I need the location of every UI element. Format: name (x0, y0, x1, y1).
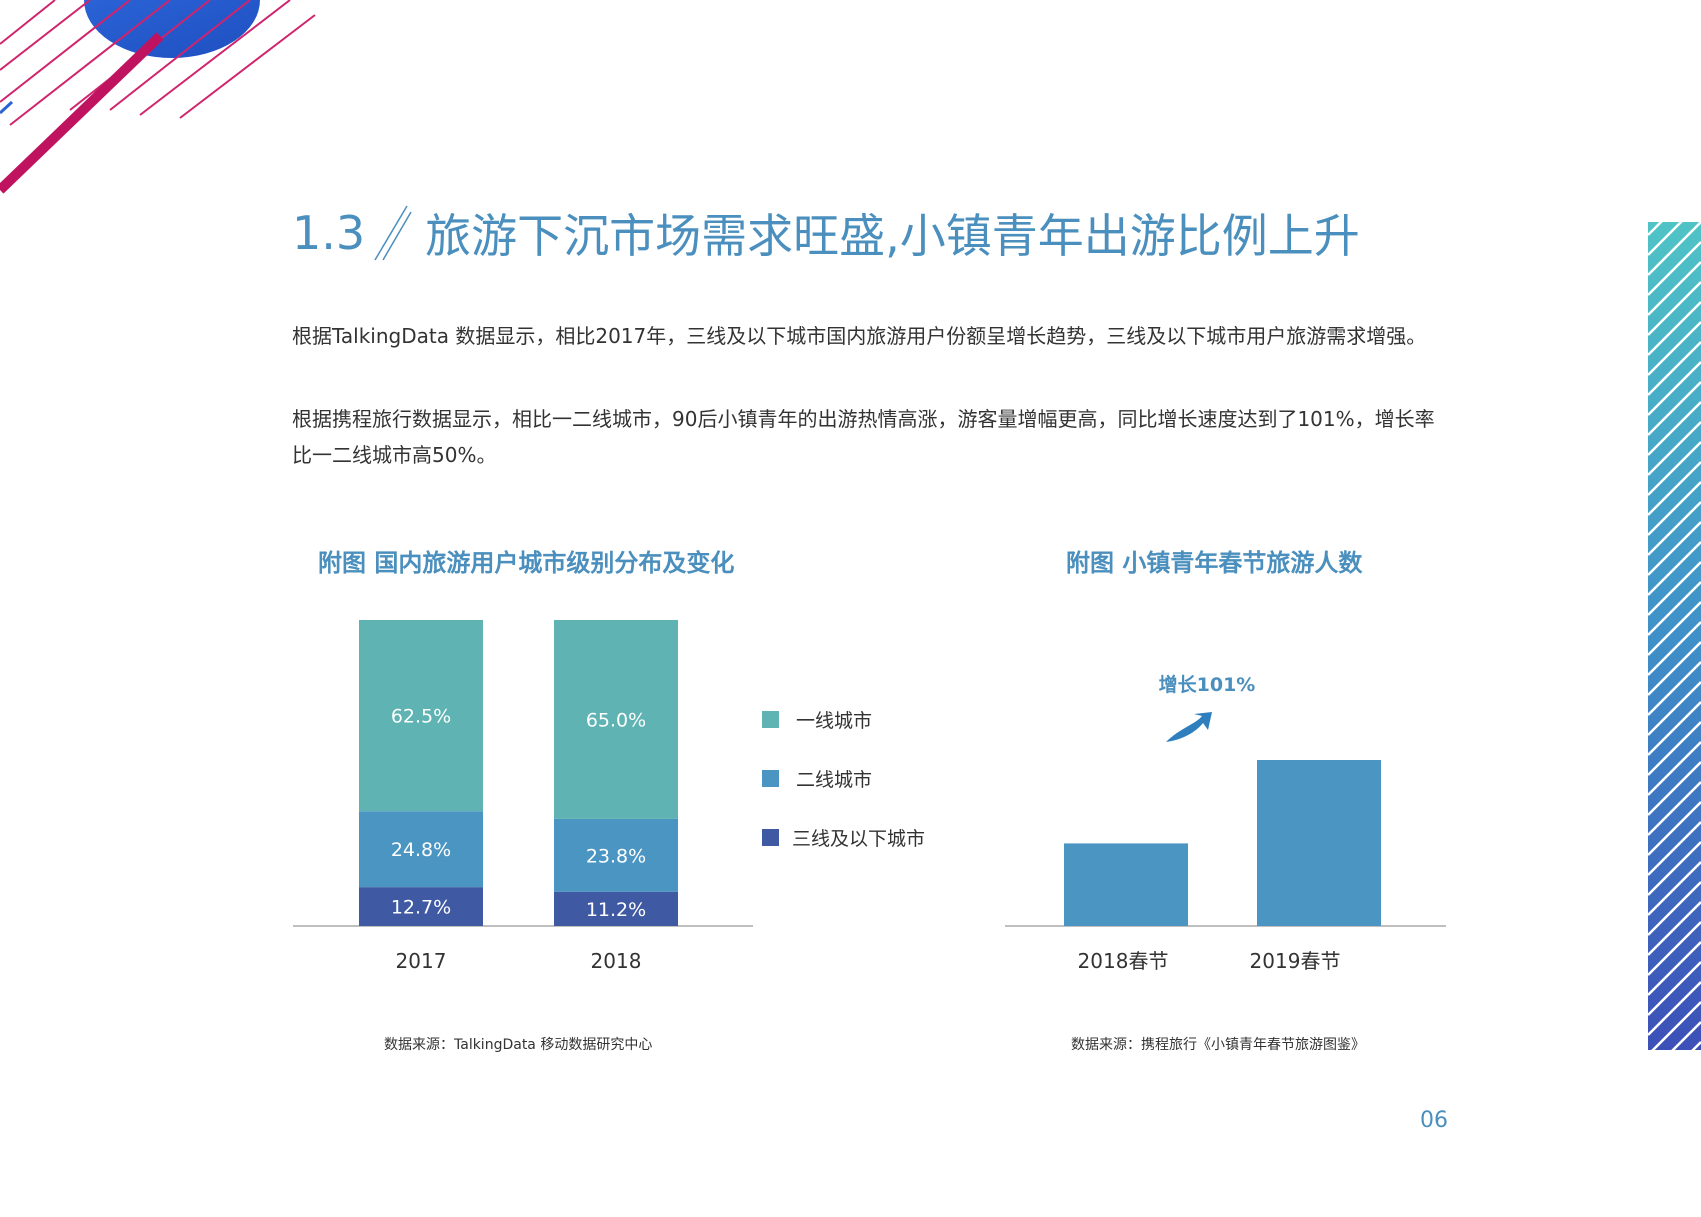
data-label: 23.8% (586, 845, 646, 867)
bar-segment-2018-0 (554, 891, 678, 926)
x-tick-label: 2018 (591, 949, 642, 973)
data-label: 11.2% (586, 899, 646, 921)
section-title: 1.3 旅游下沉市场需求旺盛,小镇青年出游比例上升 (292, 200, 1360, 266)
chart2-title: 附图 小镇青年春节旅游人数 (1066, 549, 1363, 577)
legend-swatch (762, 711, 779, 728)
bar-segment-2018-2 (554, 620, 678, 819)
blue-stripe (0, 100, 14, 115)
bar-segment-2017-0 (359, 887, 483, 926)
data-label: 24.8% (391, 839, 451, 861)
legend-label: 一线城市 (796, 710, 872, 732)
data-label: 62.5% (391, 706, 451, 728)
section-title-text: 旅游下沉市场需求旺盛,小镇青年出游比例上升 (425, 209, 1360, 263)
chart1-title: 附图 国内旅游用户城市级别分布及变化 (318, 549, 735, 577)
legend-label: 二线城市 (796, 769, 872, 791)
bar-2019春节 (1257, 760, 1381, 926)
up-arrow-icon (1166, 712, 1212, 742)
bar-segment-2017-1 (359, 811, 483, 888)
data-label: 12.7% (391, 897, 451, 919)
paragraph-2: 根据携程旅行数据显示，相比一二线城市，90后小镇青年的出游热情高涨，游客量增幅更… (292, 407, 1435, 467)
bar-2018春节 (1064, 843, 1188, 926)
legend-swatch (762, 770, 779, 787)
bar-segment-2018-1 (554, 818, 678, 892)
chart2-source: 数据来源：携程旅行《小镇青年春节旅游图鉴》 (1071, 1037, 1365, 1053)
x-tick-label: 2019春节 (1250, 949, 1341, 973)
legend-swatch (762, 829, 779, 846)
legend-label: 三线及以下城市 (792, 828, 925, 850)
paragraph-1: 根据TalkingData 数据显示，相比2017年，三线及以下城市国内旅游用户… (292, 324, 1427, 348)
chart1-source: 数据来源：TalkingData 移动数据研究中心 (384, 1037, 653, 1053)
thick-stripe (0, 32, 164, 194)
growth-annotation: 增长101% (1159, 673, 1256, 696)
page-number: 06 (1420, 1108, 1448, 1133)
corner-decoration (0, 0, 316, 194)
section-number: 1.3 (292, 206, 366, 260)
side-gradient-strip (1648, 222, 1701, 1050)
bar-segment-2017-2 (359, 620, 483, 812)
data-label: 65.0% (586, 709, 646, 731)
x-tick-label: 2017 (396, 949, 447, 973)
x-tick-label: 2018春节 (1078, 949, 1169, 973)
double-slash-icon (374, 205, 412, 261)
